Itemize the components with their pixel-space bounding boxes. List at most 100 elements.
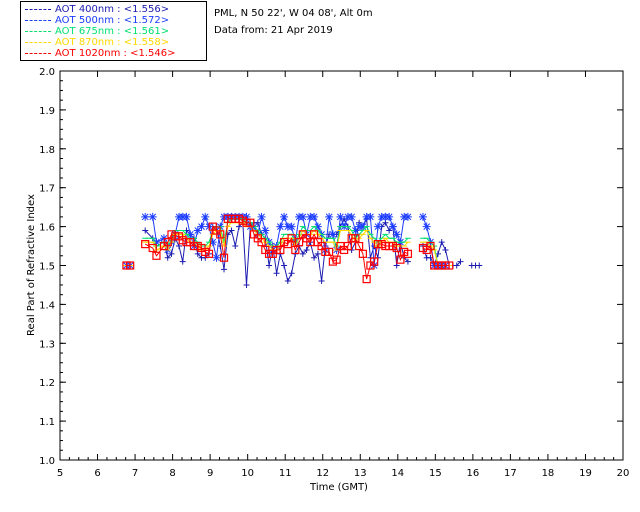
x-tick-label: 11: [279, 468, 292, 479]
data-point: [299, 250, 306, 257]
legend-item-675nm: AOT 675nm : <1.561>: [25, 26, 169, 37]
y-tick-label: 1.6: [39, 223, 55, 234]
x-tick-label: 17: [504, 468, 517, 479]
y-tick-label: 1.5: [39, 262, 55, 273]
date-info: Data from: 21 Apr 2019: [214, 25, 333, 36]
data-point: [403, 212, 412, 221]
data-point: [386, 227, 393, 234]
data-point: [404, 258, 411, 265]
data-point: [336, 212, 345, 221]
y-tick-label: 2.0: [39, 67, 55, 78]
data-point: [426, 241, 435, 251]
data-point: [311, 254, 318, 261]
data-point: [403, 249, 413, 258]
x-tick-label: 15: [429, 468, 442, 479]
data-point: [257, 212, 266, 221]
y-tick-label: 1.2: [39, 378, 55, 389]
x-tick-label: 7: [132, 468, 138, 479]
y-tick-label: 1.8: [39, 145, 55, 156]
data-point: [182, 212, 191, 221]
legend-label-870nm: AOT 870nm : <1.558>: [55, 37, 170, 48]
data-point: [370, 257, 379, 266]
y-tick-label: 1.0: [39, 456, 55, 467]
data-point: [385, 212, 394, 221]
legend-line-1020nm: [25, 52, 51, 54]
x-tick-label: 10: [241, 468, 254, 479]
data-point: [332, 255, 341, 264]
legend-label-1020nm: AOT 1020nm : <1.546>: [55, 48, 176, 59]
data-point: [442, 246, 449, 253]
data-point: [168, 250, 175, 257]
data-point: [193, 226, 202, 235]
data-point: [392, 230, 401, 239]
x-tick-label: 12: [316, 468, 329, 479]
x-tick-label: 8: [169, 468, 175, 479]
y-tick-label: 1.7: [39, 184, 55, 195]
data-point: [164, 254, 171, 261]
series-4: [122, 214, 454, 284]
legend: AOT 400nm : <1.556> AOT 500nm : <1.572> …: [20, 1, 207, 61]
x-tick-label: 14: [391, 468, 404, 479]
data-point: [438, 239, 445, 246]
x-tick-label: 20: [617, 468, 630, 479]
x-tick-label: 18: [542, 468, 555, 479]
legend-line-500nm: [25, 19, 51, 21]
data-point: [358, 222, 367, 231]
y-tick-label: 1.4: [39, 300, 55, 311]
data-point: [325, 247, 334, 256]
data-point: [313, 222, 322, 231]
legend-item-870nm: AOT 870nm : <1.558>: [25, 37, 169, 48]
data-point: [280, 212, 289, 221]
data-point: [396, 255, 405, 264]
data-point: [257, 238, 266, 247]
data-point: [355, 241, 364, 251]
data-point: [142, 227, 149, 234]
legend-label-500nm: AOT 500nm : <1.572>: [55, 15, 170, 26]
y-tick-label: 1.9: [39, 106, 55, 117]
data-point: [351, 226, 360, 235]
plot-frame: [59, 70, 624, 461]
data-point: [201, 212, 210, 221]
y-axis-label: Real Part of Refractive Index: [26, 194, 37, 336]
data-point: [232, 243, 239, 250]
data-point: [228, 227, 235, 234]
data-point: [152, 238, 161, 247]
data-point: [388, 222, 397, 231]
data-point: [318, 278, 325, 285]
data-point: [141, 212, 150, 221]
x-tick-label: 9: [207, 468, 213, 479]
legend-label-400nm: AOT 400nm : <1.556>: [55, 4, 170, 15]
x-tick-label: 13: [354, 468, 367, 479]
data-point: [266, 262, 273, 269]
legend-line-400nm: [25, 8, 51, 10]
data-point: [163, 238, 172, 247]
data-point: [476, 262, 483, 269]
y-tick-label: 1.3: [39, 339, 55, 350]
data-point: [148, 243, 157, 253]
x-axis-label: Time (GMT): [309, 482, 368, 493]
y-tick-label: 1.1: [39, 417, 55, 428]
data-point: [362, 275, 371, 284]
data-point: [288, 270, 295, 277]
data-point: [328, 230, 337, 239]
legend-label-675nm: AOT 675nm : <1.561>: [55, 26, 170, 37]
data-point: [343, 241, 352, 251]
data-point: [261, 226, 270, 235]
legend-line-870nm: [25, 41, 51, 43]
data-point: [351, 234, 360, 243]
legend-item-400nm: AOT 400nm : <1.556>: [25, 4, 169, 15]
data-point: [422, 222, 431, 231]
data-point: [366, 212, 375, 221]
data-point: [246, 218, 255, 227]
data-point: [276, 222, 285, 231]
data-point: [186, 230, 195, 239]
data-point: [310, 230, 319, 239]
data-point: [152, 251, 161, 260]
data-point: [358, 249, 367, 258]
x-tick-label: 19: [579, 468, 592, 479]
data-point: [281, 262, 288, 269]
data-point: [273, 270, 280, 277]
data-point: [243, 281, 250, 288]
data-point: [284, 278, 291, 285]
